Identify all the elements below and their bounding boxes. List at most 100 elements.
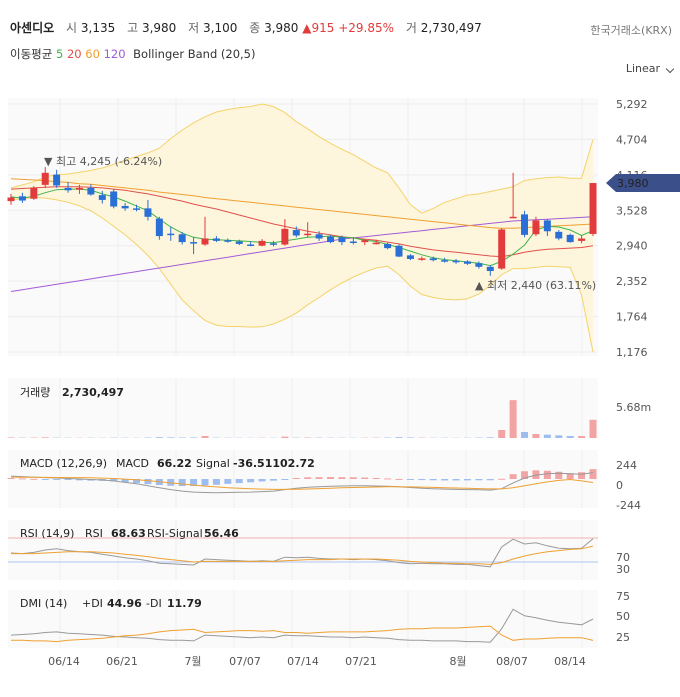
candle-body [384, 243, 392, 249]
candle-body [7, 197, 15, 202]
minus-di-line [11, 625, 594, 643]
candle-body [498, 229, 506, 269]
macd-histogram-bar [486, 479, 494, 481]
volume-bar [281, 436, 289, 438]
rsi-series-value: 68.63 [111, 527, 146, 540]
macd-histogram-bar [247, 479, 255, 483]
candle-body [475, 263, 483, 267]
x-axis-label: 07/21 [345, 655, 377, 668]
macd-histogram-bar [441, 479, 449, 481]
macd-histogram-bar [167, 479, 175, 486]
plus-di-value: 44.96 [107, 597, 142, 610]
ma120-line [10, 216, 594, 292]
candle-body [144, 208, 152, 217]
volume-bar [486, 437, 494, 438]
ma60-label[interactable]: 60 [85, 47, 100, 61]
candle-body [441, 260, 449, 262]
change-percent: +29.85% [338, 21, 395, 35]
macd-histogram-bar [121, 479, 129, 483]
volume-panel [8, 378, 598, 438]
macd-histogram-bar [349, 477, 357, 479]
candle-body [304, 233, 312, 236]
price-axis-label: 3,528 [616, 204, 648, 217]
ma-label[interactable]: 이동평균 [10, 47, 53, 61]
ma20-label[interactable]: 20 [66, 47, 82, 61]
high-annotation: ▼ 최고 4,245 (-6.24%) [44, 155, 162, 168]
candle-body [75, 187, 83, 190]
macd-histogram-bar [269, 479, 277, 481]
volume-bar [498, 430, 506, 438]
volume-bar [566, 436, 574, 438]
macd-histogram-bar [18, 478, 26, 480]
macd-series-value: 66.22 [157, 457, 192, 470]
stock-quote-header: 아센디오 시 3,135 고 3,980 저 3,100 종 3,980 ▲91… [10, 19, 482, 36]
volume-value: 2,730,497 [420, 21, 482, 35]
ma5-label[interactable]: 5 [55, 47, 64, 61]
macd-histogram-bar [53, 479, 61, 480]
dmi-title: DMI (14) [20, 597, 67, 610]
current-price-label: 3,980 [617, 177, 649, 190]
candle-body [133, 208, 141, 210]
low-annotation: ▲ 최저 2,440 (63.11%) [475, 279, 596, 292]
rsi-line [10, 538, 594, 568]
macd-histogram-bar [258, 479, 266, 482]
volume-bar [41, 437, 49, 438]
macd-histogram-bar [463, 479, 471, 481]
x-axis-label: 06/21 [106, 655, 138, 668]
bollinger-lower-line [10, 196, 594, 353]
volume-bar [509, 400, 517, 438]
candle-body [452, 260, 460, 263]
candle-body [258, 240, 266, 246]
price-axis-label: 1,764 [616, 311, 648, 324]
scale-select[interactable]: Linear [625, 62, 660, 75]
ma120-label[interactable]: 120 [103, 47, 126, 61]
macd-histogram-bar [406, 479, 414, 480]
macd-signal-line [10, 476, 594, 490]
stock-name[interactable]: 아센디오 [10, 21, 55, 35]
macd-histogram-bar [509, 474, 517, 479]
candle-body [18, 196, 26, 201]
macd-histogram-bar [75, 479, 83, 481]
macd-histogram-bar [281, 479, 289, 480]
candle-body [98, 195, 106, 200]
macd-histogram-bar [498, 478, 506, 480]
candle-body [235, 241, 243, 244]
macd-histogram-bar [7, 478, 15, 480]
candle-body [372, 242, 380, 245]
ma5-line [10, 188, 594, 267]
plus-di-name: +DI [82, 597, 103, 610]
low-value: 3,100 [203, 21, 238, 35]
candle-body [463, 261, 471, 264]
change-value: ▲915 [302, 21, 335, 35]
macd-histogram-bar [384, 478, 392, 480]
indicator-legend: 이동평균 5 20 60 120 Bollinger Band (20,5) [10, 46, 256, 62]
macd-histogram-bar [475, 479, 483, 481]
candle-body [190, 242, 198, 244]
candle-body [247, 244, 255, 247]
volume-bar [190, 437, 198, 438]
candle-body [349, 241, 357, 243]
macd-histogram-bar [304, 477, 312, 479]
exchange-name: 한국거래소(KRX) [590, 24, 672, 37]
macd-axis-label: -244 [616, 499, 641, 512]
macd-histogram-bar [452, 479, 460, 481]
candle-body [110, 191, 118, 207]
volume-bar [532, 434, 540, 438]
macd-histogram-bar [190, 479, 198, 486]
volume-title: 거래량 [20, 386, 50, 399]
candle-body [532, 220, 540, 235]
price-axis-label: 1,176 [616, 346, 648, 359]
candle-body [64, 187, 72, 191]
price-axis-label: 4,704 [616, 133, 648, 146]
candle-body [292, 230, 300, 236]
candle-body [224, 240, 232, 242]
volume-value-label: 2,730,497 [62, 386, 124, 399]
bollinger-label[interactable]: Bollinger Band (20,5) [133, 47, 256, 61]
candle-body [201, 238, 209, 245]
macd-series-name: MACD [116, 457, 149, 470]
volume-bar [406, 437, 414, 438]
volume-bar [7, 437, 15, 438]
volume-bar [167, 437, 175, 438]
macd-histogram-bar [133, 479, 141, 484]
